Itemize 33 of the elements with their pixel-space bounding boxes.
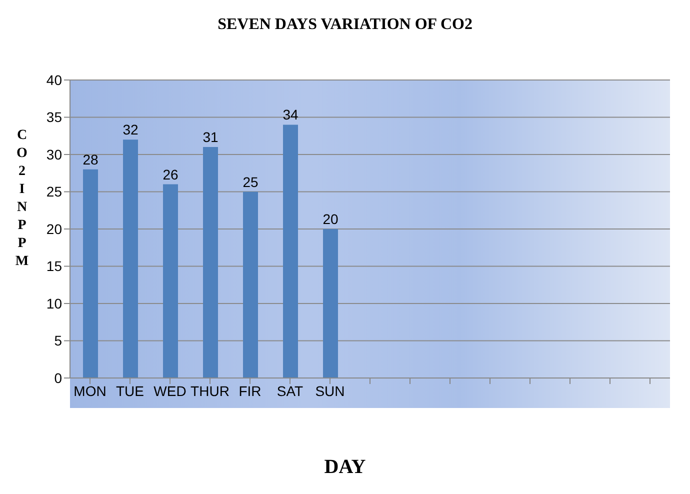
x-tick-label: MON [74, 382, 106, 399]
data-label: 25 [242, 174, 258, 190]
y-tick-label: 30 [46, 146, 62, 162]
x-tick-label: SUN [315, 382, 345, 399]
y-tick-label: 35 [46, 109, 62, 126]
y-axis-title: CO2 IN PPM [15, 128, 29, 269]
bar [203, 147, 218, 378]
y-tick-label: 0 [54, 370, 62, 386]
y-tick-label: 40 [46, 72, 62, 88]
data-label: 34 [282, 106, 298, 123]
data-label: 31 [202, 129, 218, 146]
data-label: 28 [82, 151, 98, 168]
bar [163, 184, 178, 378]
chart-title: SEVEN DAYS VARIATION OF CO2 [216, 16, 474, 34]
data-label: 26 [162, 166, 178, 182]
y-tick-label: 20 [46, 220, 62, 237]
y-tick-label: 25 [46, 184, 62, 200]
bar [123, 140, 138, 378]
bar [243, 192, 258, 378]
x-tick-label: WED [154, 382, 186, 399]
bar [323, 229, 338, 378]
data-label: 32 [122, 122, 138, 138]
x-tick-label: SAT [276, 382, 304, 399]
y-tick-label: 5 [54, 332, 62, 349]
y-tick-label: 10 [46, 295, 62, 312]
bar [83, 169, 98, 378]
x-tick-label: FIR [238, 382, 262, 399]
bar [283, 124, 298, 378]
x-tick-label: THUR [190, 382, 230, 399]
y-tick-label: 15 [46, 258, 62, 274]
x-tick-label: TUE [116, 382, 144, 399]
data-label: 20 [322, 211, 338, 227]
x-axis-title: DAY [323, 456, 367, 479]
